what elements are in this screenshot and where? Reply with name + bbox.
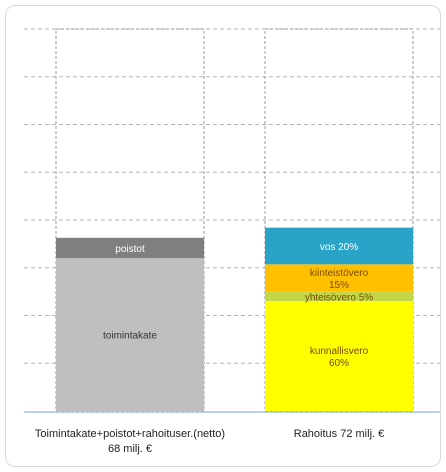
bar-segment xyxy=(265,264,413,292)
bar-segments xyxy=(56,227,413,411)
bar-segment xyxy=(265,300,413,411)
segment-label: toimintakate xyxy=(103,331,157,342)
bar-segment xyxy=(265,227,413,265)
segment-label: yhteisövero 5% xyxy=(305,292,373,303)
category-label: Toimintakate+poistot+rahoituser.(netto) 6… xyxy=(35,428,225,455)
bar-segment xyxy=(56,237,204,259)
segment-labels: toimintakate poistot kunnallisvero 60% yhtei… xyxy=(103,242,373,369)
category-label: Rahoitus 72 milj. € xyxy=(294,428,385,440)
segment-label: kunnallisvero 60% xyxy=(310,346,369,369)
chart-frame: toimintakate poistot kunnallisvero 60% yhtei… xyxy=(5,5,441,467)
bar-segment xyxy=(56,258,204,411)
segment-label: poistot xyxy=(115,244,145,255)
bar-segment xyxy=(265,291,413,301)
segment-label: kiinteistövero 15% xyxy=(310,268,369,291)
category-labels: Toimintakate+poistot+rahoituser.(netto) 6… xyxy=(35,428,384,455)
segment-label: vos 20% xyxy=(320,242,358,253)
stacked-bar-chart: toimintakate poistot kunnallisvero 60% yhtei… xyxy=(24,28,440,455)
